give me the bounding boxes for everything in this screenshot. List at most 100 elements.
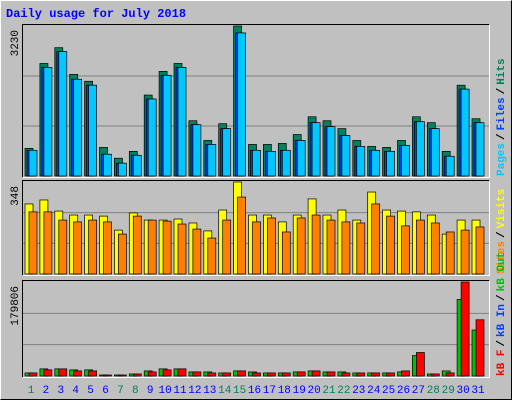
bar xyxy=(416,121,425,177)
panel-bevel xyxy=(22,280,490,378)
x-tick-label: 19 xyxy=(293,385,306,397)
bar xyxy=(430,128,440,177)
legend-separator: / xyxy=(496,294,508,301)
x-tick-label: 2 xyxy=(43,385,50,397)
bar xyxy=(58,51,68,177)
bar xyxy=(296,217,306,275)
x-tick-label: 5 xyxy=(87,385,94,397)
y-tick-label: 348 xyxy=(10,186,22,206)
x-tick-label: 7 xyxy=(117,385,124,397)
bar xyxy=(386,372,395,377)
legend-entry: Hits xyxy=(496,58,508,84)
bar xyxy=(58,219,68,275)
bar xyxy=(103,221,112,275)
x-tick-label: 10 xyxy=(158,385,171,397)
x-tick-label: 9 xyxy=(147,385,154,397)
bar xyxy=(237,196,246,275)
legend-entry: kB F xyxy=(496,350,508,376)
bar xyxy=(341,135,351,177)
bar xyxy=(207,144,217,177)
bar xyxy=(162,220,172,275)
bar xyxy=(207,372,217,377)
bar xyxy=(460,281,470,377)
bar xyxy=(222,219,232,275)
x-tick-label: 12 xyxy=(188,385,201,397)
x-tick-label: 31 xyxy=(471,385,485,397)
bar xyxy=(147,98,157,177)
bar xyxy=(118,233,127,275)
bar xyxy=(88,84,97,177)
bar xyxy=(475,122,485,177)
bar xyxy=(401,145,410,177)
legend-entry: kB Out xyxy=(496,252,508,292)
bar xyxy=(237,370,246,377)
bar xyxy=(132,373,142,377)
legend-separator: / xyxy=(496,87,508,94)
x-tick-label: 26 xyxy=(397,385,410,397)
bar xyxy=(311,214,321,275)
bar xyxy=(88,219,97,275)
bar xyxy=(222,372,232,377)
x-tick-label: 14 xyxy=(218,385,232,397)
x-tick-label: 15 xyxy=(233,385,246,397)
bar xyxy=(475,226,485,275)
x-tick-label: 13 xyxy=(203,385,216,397)
bar xyxy=(252,372,261,377)
bar xyxy=(401,370,410,377)
bar xyxy=(356,222,366,275)
bar xyxy=(401,225,410,275)
bar xyxy=(341,372,351,377)
bar xyxy=(118,162,127,177)
bar xyxy=(132,215,142,275)
bar xyxy=(147,219,157,275)
x-tick-label: 21 xyxy=(322,385,336,397)
bar xyxy=(132,154,142,177)
bar xyxy=(177,368,187,377)
legend-entry: Visits xyxy=(496,189,508,229)
bar xyxy=(430,222,440,275)
bar xyxy=(267,217,276,275)
bar xyxy=(222,128,232,177)
x-tick-label: 25 xyxy=(382,385,395,397)
bar xyxy=(445,372,455,377)
bar xyxy=(386,150,395,177)
legend-entry: Sites xyxy=(496,241,508,274)
x-tick-label: 11 xyxy=(173,385,187,397)
bar xyxy=(73,370,83,377)
bar xyxy=(73,78,83,177)
bar xyxy=(386,215,395,275)
bar xyxy=(371,203,381,275)
bar xyxy=(445,231,455,275)
bar xyxy=(296,140,306,177)
bar xyxy=(28,149,38,177)
panel-bevel xyxy=(22,180,490,276)
x-tick-label: 16 xyxy=(248,385,261,397)
panel-bevel xyxy=(22,280,490,378)
bar xyxy=(281,231,291,275)
x-tick-label: 30 xyxy=(456,385,469,397)
bar xyxy=(73,221,83,275)
bar xyxy=(445,155,455,177)
bar xyxy=(43,369,53,377)
bar xyxy=(371,149,381,177)
bar xyxy=(192,228,202,275)
bar xyxy=(460,229,470,275)
x-tick-label: 29 xyxy=(442,385,455,397)
bar xyxy=(162,74,172,177)
chart-title: Daily usage for July 2018 xyxy=(6,7,186,21)
x-tick-label: 20 xyxy=(307,385,320,397)
x-tick-label: 6 xyxy=(102,385,109,397)
legend-separator: / xyxy=(496,340,508,347)
bar xyxy=(326,371,336,377)
bar xyxy=(58,368,68,377)
bar xyxy=(103,153,112,177)
legend-separator: / xyxy=(496,133,508,140)
bar xyxy=(192,124,202,177)
bar xyxy=(371,372,381,377)
bar xyxy=(326,126,336,177)
bar xyxy=(177,223,187,275)
x-tick-label: 17 xyxy=(263,385,276,397)
bar xyxy=(281,149,291,177)
